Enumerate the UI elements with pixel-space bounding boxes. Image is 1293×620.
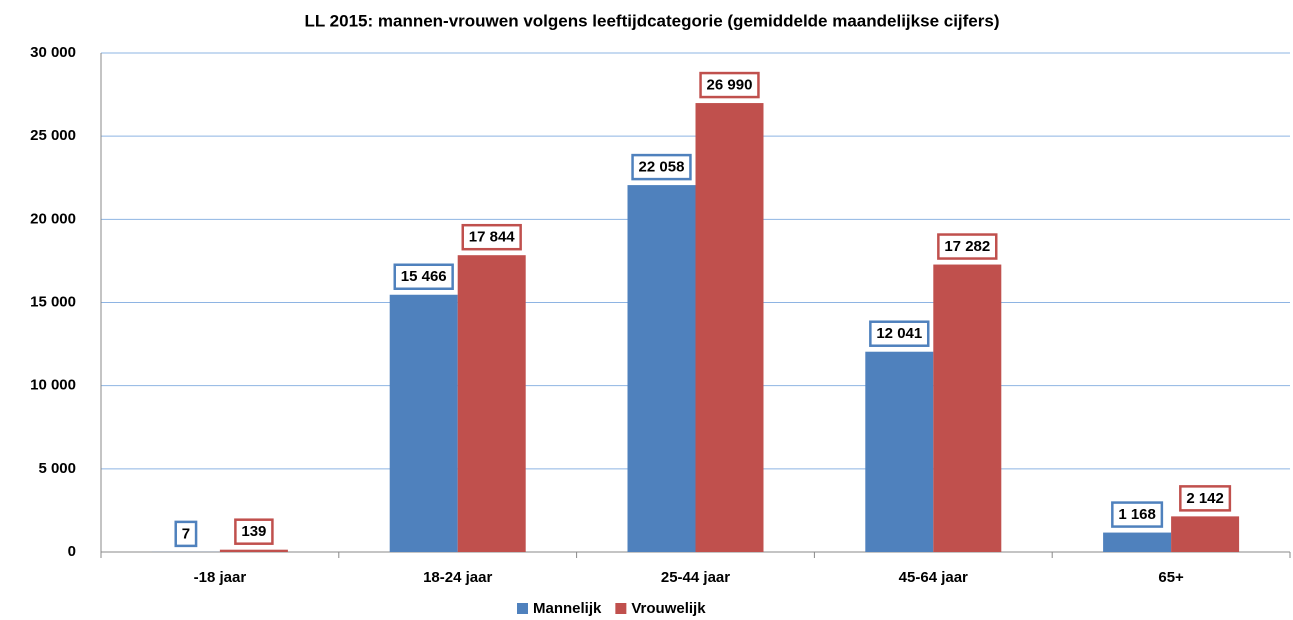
bar [627, 185, 696, 552]
data-label: 17 282 [944, 238, 990, 255]
data-label-box [393, 263, 454, 290]
bar [865, 351, 934, 552]
data-label: 1 168 [1118, 506, 1156, 523]
x-tick-label: 18-24 jaar [423, 569, 492, 586]
data-label-box [234, 518, 274, 545]
legend-swatch [615, 603, 627, 614]
x-tick-label: -18 jaar [194, 569, 247, 586]
bar [219, 549, 288, 552]
chart-title: LL 2015: mannen-vrouwen volgens leeftijd… [304, 11, 999, 30]
data-label-box [1179, 485, 1232, 512]
bar [1103, 532, 1172, 552]
bar [457, 255, 526, 552]
data-label: 15 466 [401, 268, 447, 285]
y-tick-label: 0 [68, 543, 76, 560]
data-label: 12 041 [876, 325, 922, 342]
data-label-box [869, 320, 930, 347]
data-label: 26 990 [707, 77, 753, 94]
data-label: 22 058 [639, 159, 685, 176]
y-tick-label: 10 000 [30, 377, 76, 394]
data-label: 7 [182, 525, 190, 542]
data-label-box [1111, 501, 1164, 528]
x-tick-label: 65+ [1158, 569, 1184, 586]
y-tick-label: 15 000 [30, 293, 76, 310]
data-label: 2 142 [1186, 490, 1224, 507]
data-label-box [174, 520, 198, 548]
bar [933, 264, 1002, 552]
y-tick-label: 5 000 [38, 460, 76, 477]
data-label-box [937, 233, 998, 260]
data-label-box [461, 223, 522, 251]
data-label: 17 844 [469, 229, 516, 246]
bar [695, 103, 764, 552]
data-label: 139 [241, 523, 266, 540]
legend-label: Vrouwelijk [631, 600, 706, 617]
bar [1171, 516, 1240, 552]
y-tick-label: 20 000 [30, 210, 76, 227]
data-label-box [699, 71, 760, 99]
legend-swatch [517, 603, 528, 614]
bar [389, 294, 458, 552]
y-tick-label: 25 000 [30, 127, 76, 144]
y-tick-label: 30 000 [30, 44, 76, 61]
x-tick-label: 45-64 jaar [899, 569, 968, 586]
x-tick-label: 25-44 jaar [661, 569, 730, 586]
legend-label: Mannelijk [533, 600, 602, 617]
data-label-box [631, 153, 692, 181]
